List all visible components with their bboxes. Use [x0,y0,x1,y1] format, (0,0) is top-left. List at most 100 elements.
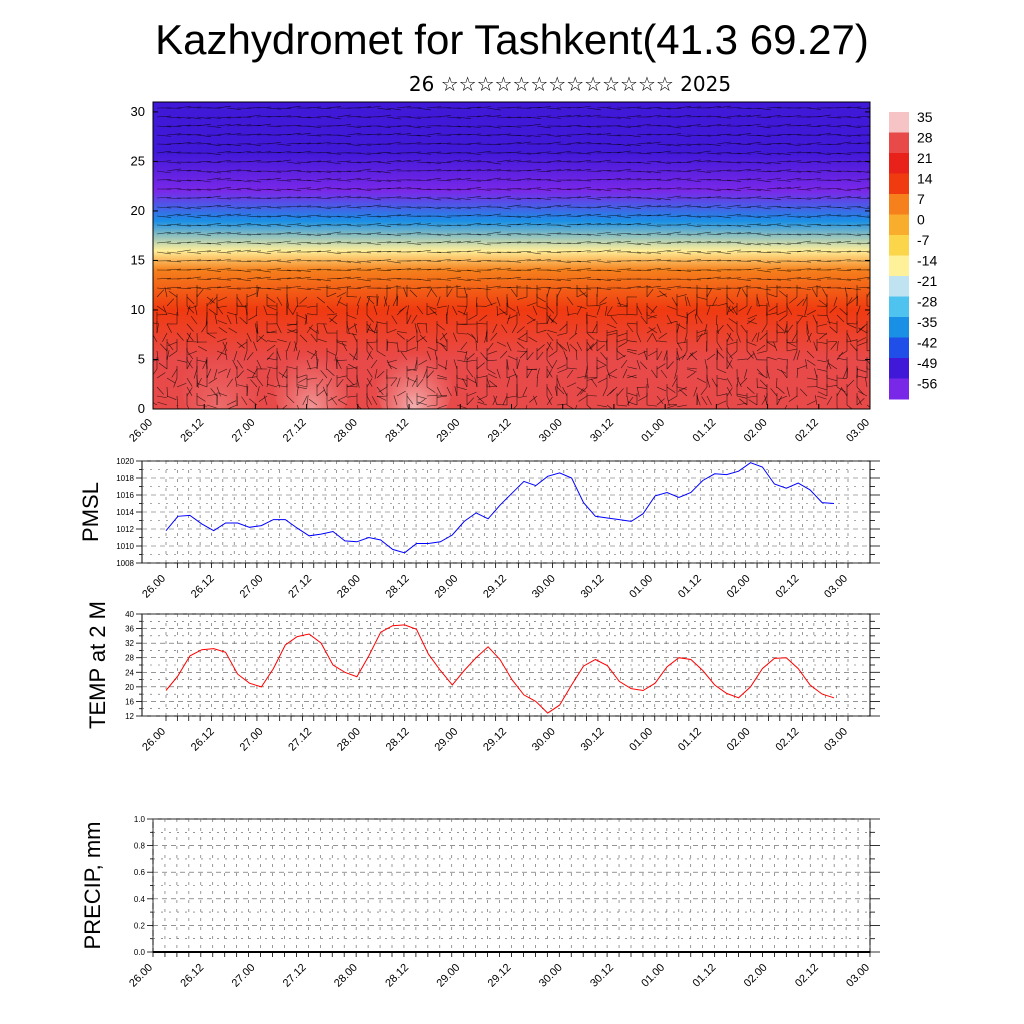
wind-barb [756,304,767,307]
wind-barb [226,188,241,191]
wind-barb [496,251,512,253]
wind-barb [397,331,408,334]
wind-barb [346,260,361,264]
wind-barb [156,215,171,218]
wind-barb [206,296,215,304]
wind-barb [456,404,467,409]
wind-barb [836,250,851,253]
wind-barb [210,388,218,397]
x-tick-label: 29.00 [432,573,460,601]
wind-barb [296,151,311,154]
wind-barb [326,378,333,388]
wind-barb [566,269,581,272]
wind-barb [516,305,520,316]
wind-barb [777,395,788,401]
wind-barb [316,233,331,235]
wind-barb [306,214,321,217]
wind-barb [306,170,321,173]
wind-barb [686,296,691,307]
wind-barb [153,322,158,325]
wind-barb [206,188,221,191]
wind-barb [826,125,841,128]
wind-barb [299,296,308,304]
wind-barb [766,197,781,201]
colorbar-swatch [889,112,909,133]
wind-barb [376,233,391,236]
wind-barb [216,205,231,208]
wind-barb [216,224,231,227]
wind-barb [546,160,561,163]
wind-barb [716,215,731,219]
wind-barb [866,368,870,370]
wind-barb [196,143,212,145]
wind-barb [196,233,211,236]
wind-barb [266,352,274,361]
wind-barb [356,143,371,146]
wind-barb [416,223,431,226]
wind-barb [476,151,491,154]
wind-barb [666,249,681,253]
wind-barb [436,233,451,237]
wind-barb [806,160,821,163]
wind-barb [475,296,478,307]
wind-barb [712,296,718,307]
colorbar-swatch [889,276,909,297]
wind-barb [476,223,491,226]
wind-barb [836,278,851,281]
wind-barb [596,249,611,253]
wind-barb [836,206,851,210]
wind-barb [236,278,251,282]
wind-barb [617,313,628,316]
wind-barb [646,151,661,154]
wind-barb [736,358,747,361]
wind-barb [166,161,181,164]
wind-barb [626,214,641,217]
wind-barb [306,134,321,137]
wind-barb [506,314,511,325]
wind-barb [168,350,178,357]
wind-barb [646,125,662,127]
wind-barb [850,343,858,352]
wind-barb [166,386,168,398]
wind-barb [516,350,528,352]
wind-barb [416,134,431,137]
x-tick-label: 29.12 [486,962,514,990]
y-tick-label: 1016 [116,491,134,500]
wind-barb [607,332,618,336]
y-axis-label: PRECIP, mm [80,822,105,950]
wind-barb [696,241,711,244]
wind-barb [267,357,278,361]
x-tick-label: 30.00 [537,417,565,445]
colorbar-label: -7 [917,232,930,248]
wind-barb [646,224,661,227]
wind-barb [576,196,591,199]
wind-barb [263,305,268,316]
wind-barb [706,288,713,298]
wind-barb [246,233,261,235]
wind-barb [666,187,681,190]
wind-barb [156,241,171,244]
wind-barb [308,326,318,334]
wind-barb [376,161,391,164]
wind-barb [726,188,741,192]
wind-barb [456,259,471,262]
wind-barb [686,143,701,146]
wind-barb [546,395,552,406]
wind-barb [806,278,821,281]
wind-barb [316,215,331,218]
wind-barb [346,215,361,219]
wind-barb [238,341,248,348]
wind-barb [636,133,651,136]
wind-barb [522,386,528,397]
wind-barb [226,107,241,110]
wind-barb [426,178,441,181]
wind-barb [186,305,195,314]
wind-barb [826,396,833,406]
wind-barb [706,188,721,192]
wind-barb [416,152,431,155]
wind-barb [551,359,558,369]
x-tick-label: 28.00 [332,962,360,990]
wind-barb [386,250,401,253]
wind-barb [626,196,641,199]
